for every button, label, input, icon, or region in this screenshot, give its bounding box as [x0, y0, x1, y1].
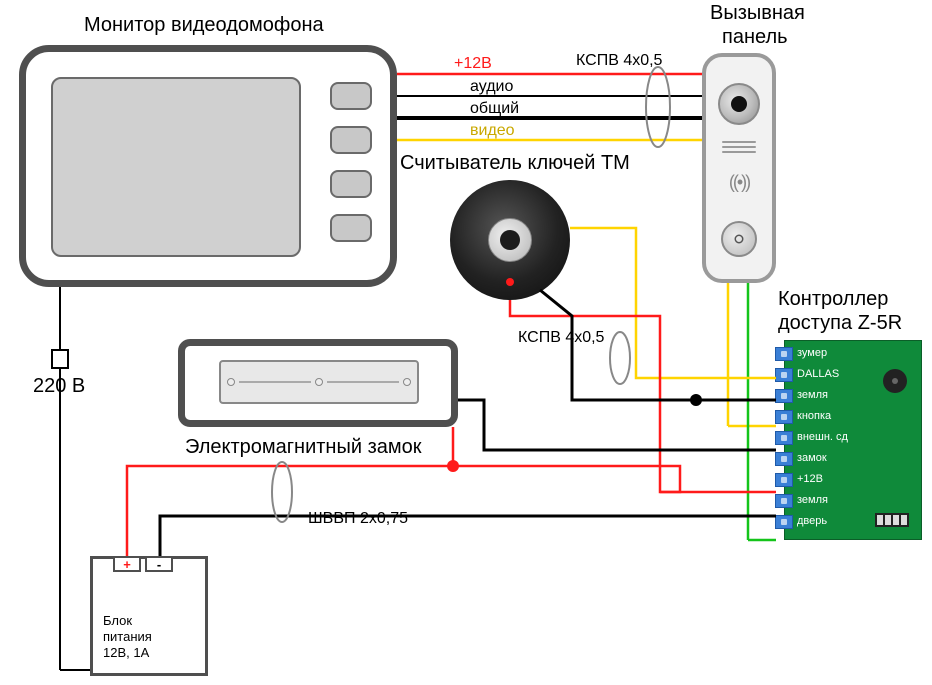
psu-text-3: 12В, 1А: [103, 645, 149, 660]
wire-label-common: общий: [470, 100, 519, 118]
controller-pin-label: замок: [797, 452, 827, 464]
psu-text-1: Блок: [103, 613, 132, 628]
emlock-plate: [219, 360, 419, 404]
call-button[interactable]: [721, 221, 757, 257]
camera-icon: [718, 83, 760, 125]
controller-pin: [775, 452, 793, 466]
psu-plus-terminal: +: [113, 556, 141, 572]
wire-label-audio: аудио: [470, 78, 513, 96]
psu-minus-terminal: -: [145, 556, 173, 572]
cable-label-shvvp: ШВВП 2х0,75: [308, 510, 408, 528]
controller-title-2: доступа Z-5R: [778, 312, 902, 335]
monitor-screen: [51, 77, 301, 257]
monitor-button-2[interactable]: [330, 126, 372, 154]
controller-pin: [775, 389, 793, 403]
junction-dot-red: [447, 460, 459, 472]
power-supply-unit: + - Блок питания 12В, 1А: [90, 556, 208, 676]
controller-title-1: Контроллер: [778, 288, 888, 311]
controller-pin-label: DALLAS: [797, 368, 839, 380]
controller-pin: [775, 368, 793, 382]
controller-pin: [775, 473, 793, 487]
callpanel-title-1: Вызывная: [710, 2, 805, 25]
psu-text-2: питания: [103, 629, 152, 644]
monitor-button-3[interactable]: [330, 170, 372, 198]
tm-key-reader[interactable]: [450, 180, 570, 300]
monitor-title: Монитор видеодомофона: [84, 14, 324, 37]
controller-pin: [775, 494, 793, 508]
intercom-monitor: [19, 45, 397, 287]
call-panel: ((•)): [702, 53, 776, 283]
controller-pin-label: внешн. сд: [797, 431, 848, 443]
callpanel-title-2: панель: [722, 26, 788, 49]
controller-pin: [775, 515, 793, 529]
tm-metal-contact: [488, 218, 532, 262]
monitor-button-1[interactable]: [330, 82, 372, 110]
emlock-title: Электромагнитный замок: [185, 436, 422, 459]
controller-pin: [775, 410, 793, 424]
dip-switch-icon[interactable]: [875, 513, 909, 527]
controller-pin: [775, 431, 793, 445]
electromagnetic-lock: [178, 339, 458, 427]
controller-pin-label: кнопка: [797, 410, 831, 422]
wire-label-video: видео: [470, 122, 515, 140]
junction-dot-black: [690, 394, 702, 406]
controller-pin-label: земля: [797, 389, 828, 401]
cable-label-kspv-mid: КСПВ 4х0,5: [518, 329, 604, 347]
controller-pin-label: +12В: [797, 473, 823, 485]
tm-led-icon: [506, 278, 514, 286]
wire-label-12v: +12В: [454, 55, 492, 73]
controller-pin-label: земля: [797, 494, 828, 506]
cable-label-kspv-top: КСПВ 4х0,5: [576, 52, 662, 70]
controller-pin: [775, 347, 793, 361]
speaker-icon: [722, 141, 756, 155]
rfid-icon: ((•)): [729, 172, 749, 193]
voltage-220-label: 220 В: [33, 375, 85, 398]
tm-reader-title: Считыватель ключей ТМ: [400, 152, 630, 175]
monitor-button-4[interactable]: [330, 214, 372, 242]
buzzer-icon: [883, 369, 907, 393]
controller-pin-label: зумер: [797, 347, 827, 359]
controller-pin-label: дверь: [797, 515, 827, 527]
access-controller: зумер DALLAS земля кнопка внешн. сд замок +12В…: [784, 340, 922, 540]
